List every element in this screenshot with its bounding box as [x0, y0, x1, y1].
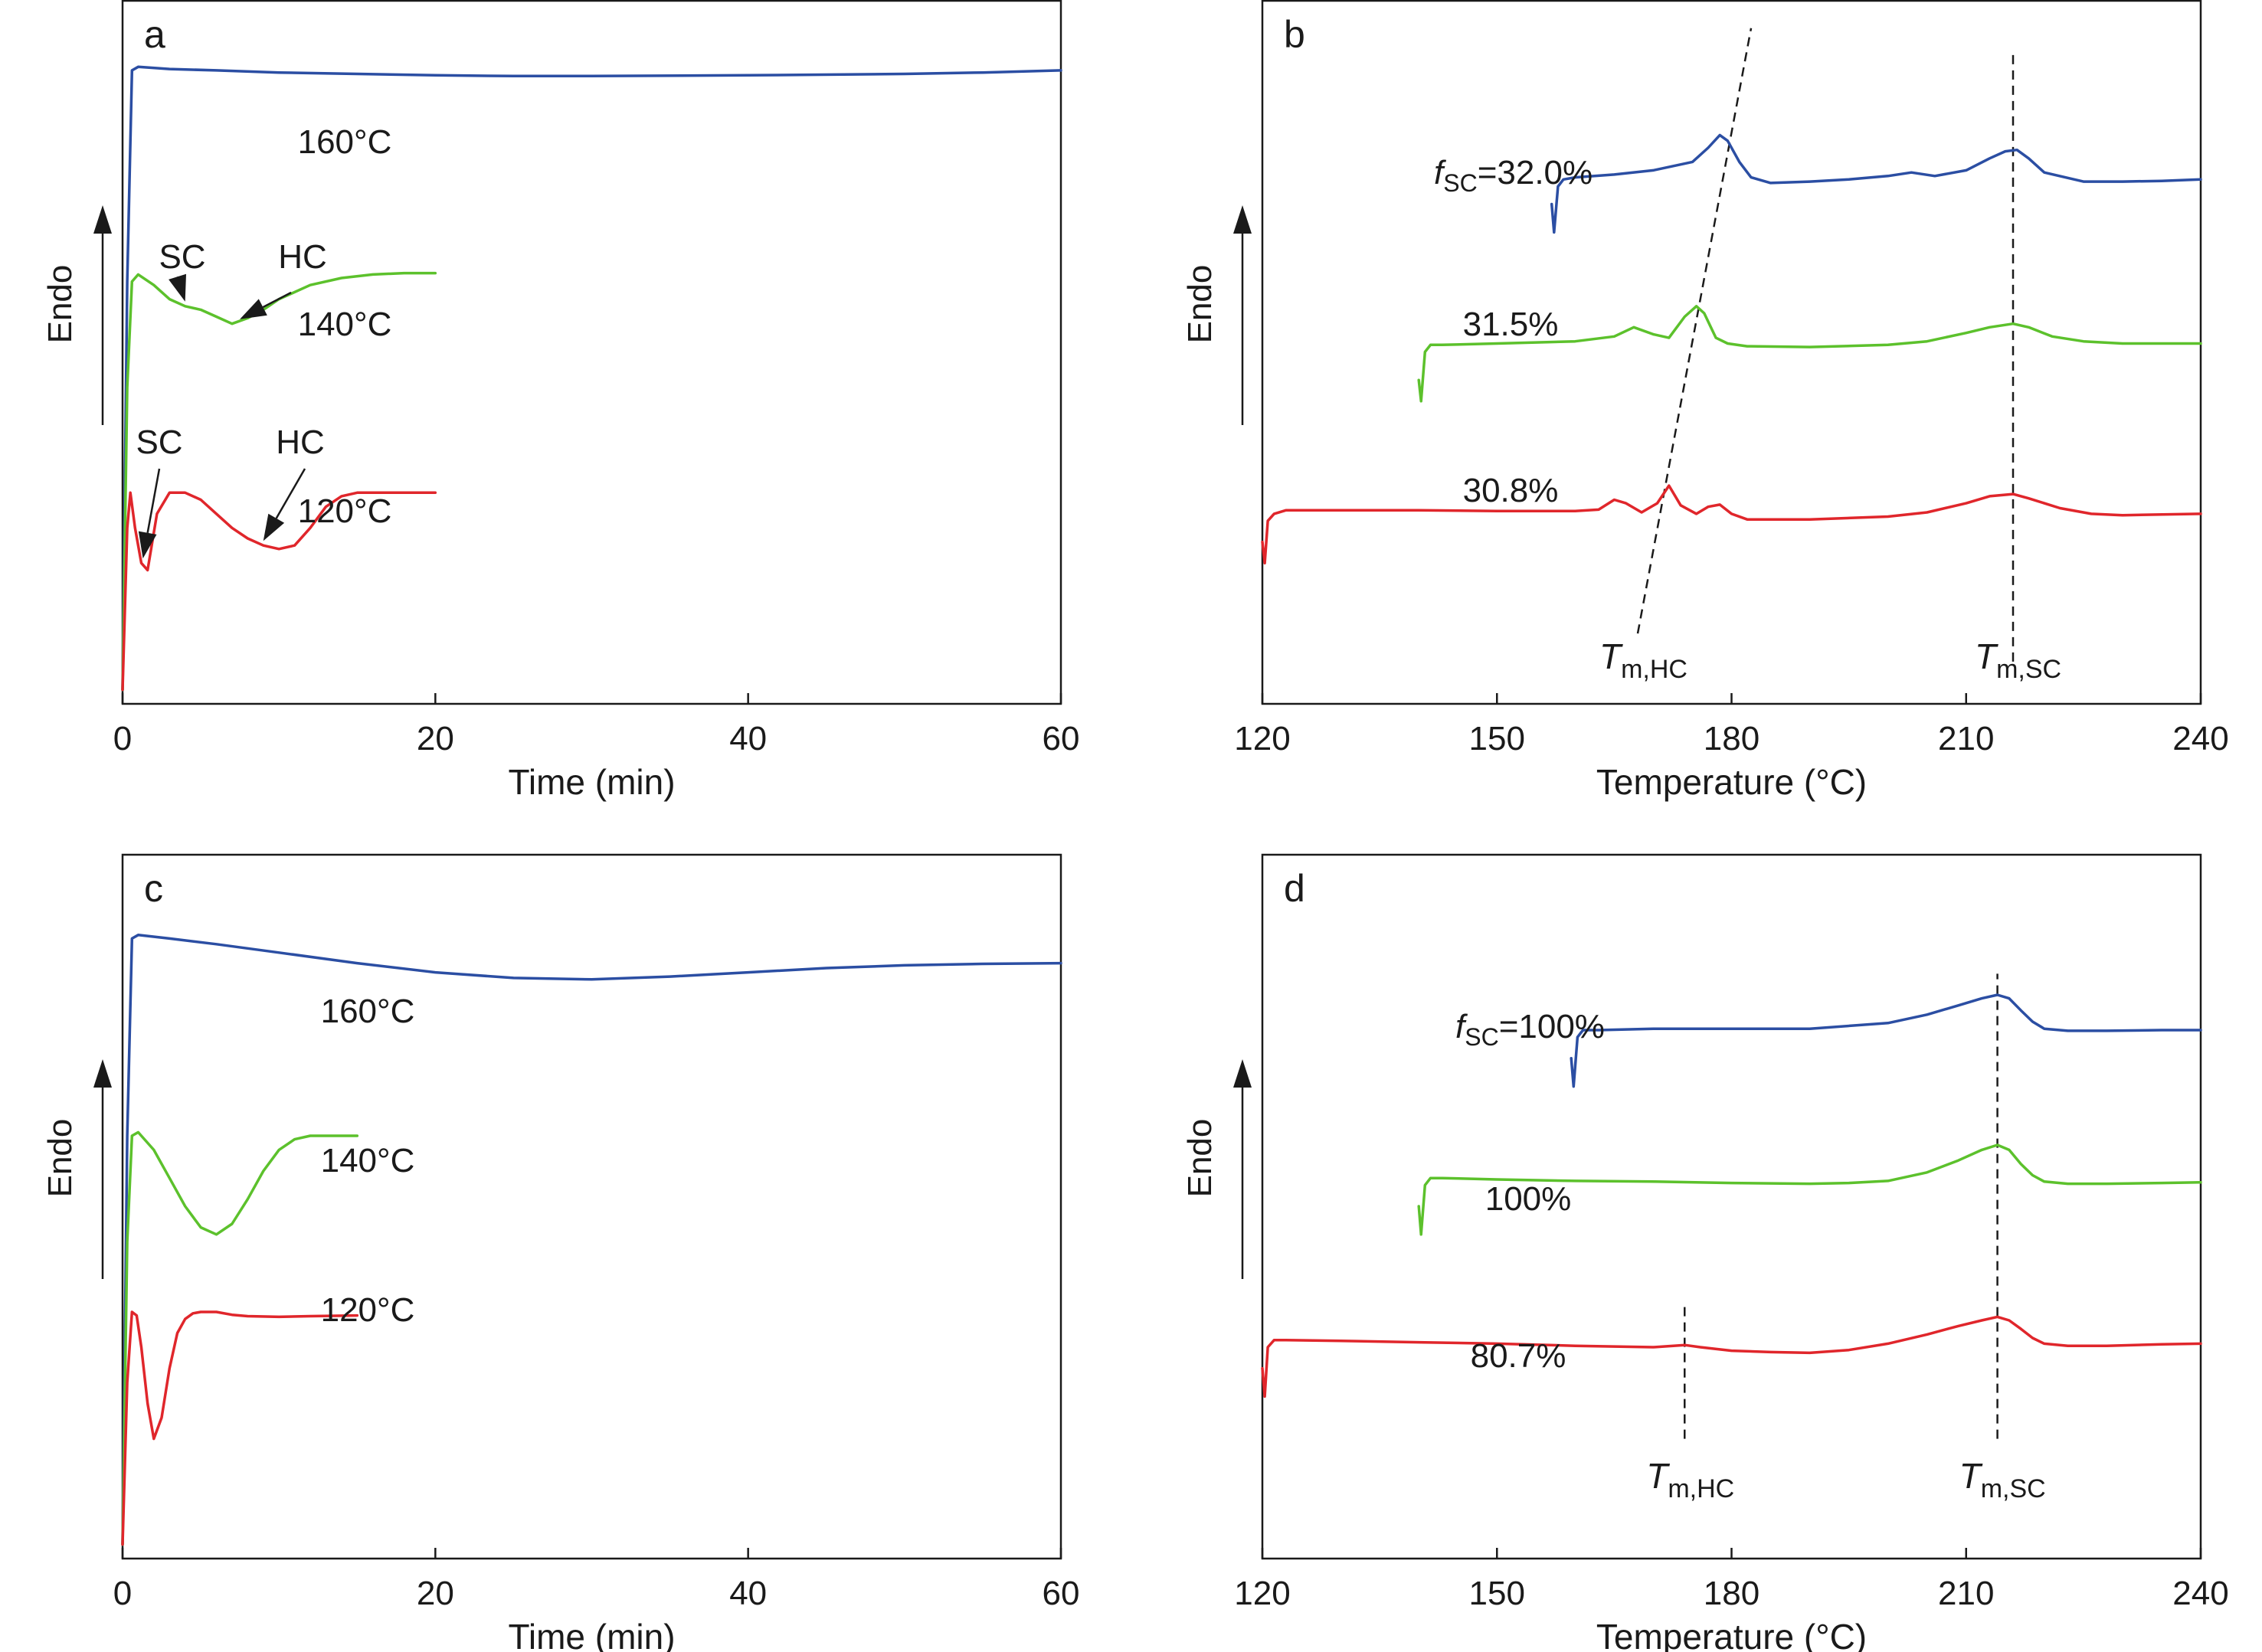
peak-annotation-label: HC [276, 424, 325, 461]
peak-annotation-arrowhead [138, 531, 157, 559]
plot-frame [1261, 853, 2202, 1560]
x-tick-label: 0 [113, 1575, 132, 1612]
series-line-1 [121, 65, 1062, 692]
peak-annotation-arrowhead [169, 273, 187, 302]
endo-label: Endo [1181, 1119, 1219, 1198]
plot-frame [121, 0, 1062, 705]
x-tick-label: 40 [729, 720, 767, 757]
x-tick-label: 60 [1043, 1575, 1080, 1612]
plot-frame [121, 853, 1062, 1560]
series-line-2 [121, 271, 437, 692]
series-label-2: 100% [1485, 1180, 1572, 1218]
panel-letter: a [144, 13, 165, 56]
x-axis-label: Temperature (°C) [1596, 762, 1867, 802]
endo-arrow-head [93, 205, 112, 234]
series-line-2 [1417, 305, 2202, 403]
tm-subscript: m,HC [1668, 1474, 1734, 1503]
tm-main: T [1646, 1456, 1670, 1496]
peak-annotation-label: HC [278, 238, 327, 276]
x-tick-label: 180 [1704, 1575, 1760, 1612]
tm-subscript: m,HC [1621, 655, 1687, 684]
panel-letter: c [144, 867, 163, 910]
series-line-1 [1550, 133, 2202, 234]
series-line-1 [121, 934, 1062, 1546]
panel-d: d 120 150 180 210 240 Temperature (°C) Endo fSC=… [1181, 853, 2229, 1652]
peak-annotation-arrowhead [240, 299, 267, 319]
series-line-3 [121, 491, 437, 692]
x-tick-label: 120 [1234, 1575, 1290, 1612]
x-tick-label: 210 [1938, 1575, 1994, 1612]
panel-b: b 120 150 180 210 240 Temperature (°C) Endo fSC=… [1181, 0, 2229, 802]
label-value: =32.0% [1478, 154, 1593, 191]
panel-c: c 0 20 40 60 Time (min) Endo 160°C 140°C 120°C [41, 853, 1080, 1652]
tm-subscript: m,SC [1996, 655, 2061, 684]
x-axis-label: Time (min) [508, 1617, 675, 1652]
x-tick-label: 60 [1043, 720, 1080, 757]
series-line-2 [1417, 1143, 2202, 1236]
panel-letter: d [1284, 867, 1305, 910]
series-label-1: fSC=32.0% [1434, 154, 1593, 197]
x-tick-label: 20 [417, 1575, 454, 1612]
x-tick-label: 120 [1234, 720, 1290, 757]
x-tick-label: 20 [417, 720, 454, 757]
endo-arrow-head [93, 1059, 112, 1088]
tm-subscript: m,SC [1981, 1474, 2046, 1503]
series-label-3: 120°C [298, 492, 392, 530]
endo-arrow-head [1233, 205, 1252, 234]
peak-annotation-arrow [146, 468, 161, 533]
label-subscript: SC [1465, 1023, 1498, 1051]
x-tick-label: 0 [113, 720, 132, 757]
peak-annotation-arrow [275, 468, 306, 519]
series-label-3: 120°C [321, 1291, 415, 1329]
x-axis-label: Time (min) [508, 762, 675, 802]
series-line-1 [1570, 993, 2202, 1088]
endo-label: Endo [41, 1119, 79, 1198]
x-axis-label: Temperature (°C) [1596, 1617, 1867, 1652]
tm-annotation: Tm,HC [1599, 636, 1687, 684]
label-subscript: SC [1443, 169, 1477, 197]
series-line-2 [121, 1130, 359, 1546]
tm-main: T [1599, 636, 1623, 676]
series-line-3 [121, 1310, 359, 1546]
x-tick-label: 150 [1469, 720, 1525, 757]
x-tick-label: 40 [729, 1575, 767, 1612]
x-tick-label: 180 [1704, 720, 1760, 757]
series-line-3 [1261, 1315, 2202, 1398]
x-tick-label: 240 [2172, 1575, 2228, 1612]
x-tick-label: 210 [1938, 720, 1994, 757]
series-label-1: 160°C [321, 993, 415, 1030]
tm-annotation: Tm,HC [1646, 1456, 1734, 1503]
peak-annotation-arrow [262, 291, 292, 309]
endo-label: Endo [1181, 265, 1219, 344]
x-tick-label: 150 [1469, 1575, 1525, 1612]
tm-main: T [1959, 1456, 1983, 1496]
peak-annotation-label: SC [136, 424, 182, 461]
series-label-3: 30.8% [1463, 472, 1559, 509]
guide-dashed-line [1636, 28, 1753, 634]
series-label-2: 31.5% [1463, 306, 1559, 343]
series-label-2: 140°C [321, 1142, 415, 1179]
endo-label: Endo [41, 265, 79, 344]
x-tick-label: 240 [2172, 720, 2228, 757]
tm-annotation: Tm,SC [1975, 636, 2061, 684]
peak-annotation-arrowhead [263, 513, 285, 541]
series-line-3 [1261, 484, 2202, 564]
tm-annotation: Tm,SC [1959, 1456, 2046, 1503]
panel-a: a 0 20 40 60 Time (min) Endo 160°C 140°C 120°C SC H… [41, 0, 1080, 802]
series-label-1: 160°C [298, 123, 392, 161]
endo-arrow-head [1233, 1059, 1252, 1088]
series-label-1: fSC=100% [1455, 1008, 1605, 1051]
peak-annotation-label: SC [159, 238, 205, 276]
tm-main: T [1975, 636, 1998, 676]
label-value: =100% [1499, 1008, 1605, 1045]
panel-letter: b [1284, 13, 1305, 56]
series-label-3: 80.7% [1471, 1337, 1566, 1375]
plot-frame [1261, 0, 2202, 705]
series-label-2: 140°C [298, 306, 392, 343]
